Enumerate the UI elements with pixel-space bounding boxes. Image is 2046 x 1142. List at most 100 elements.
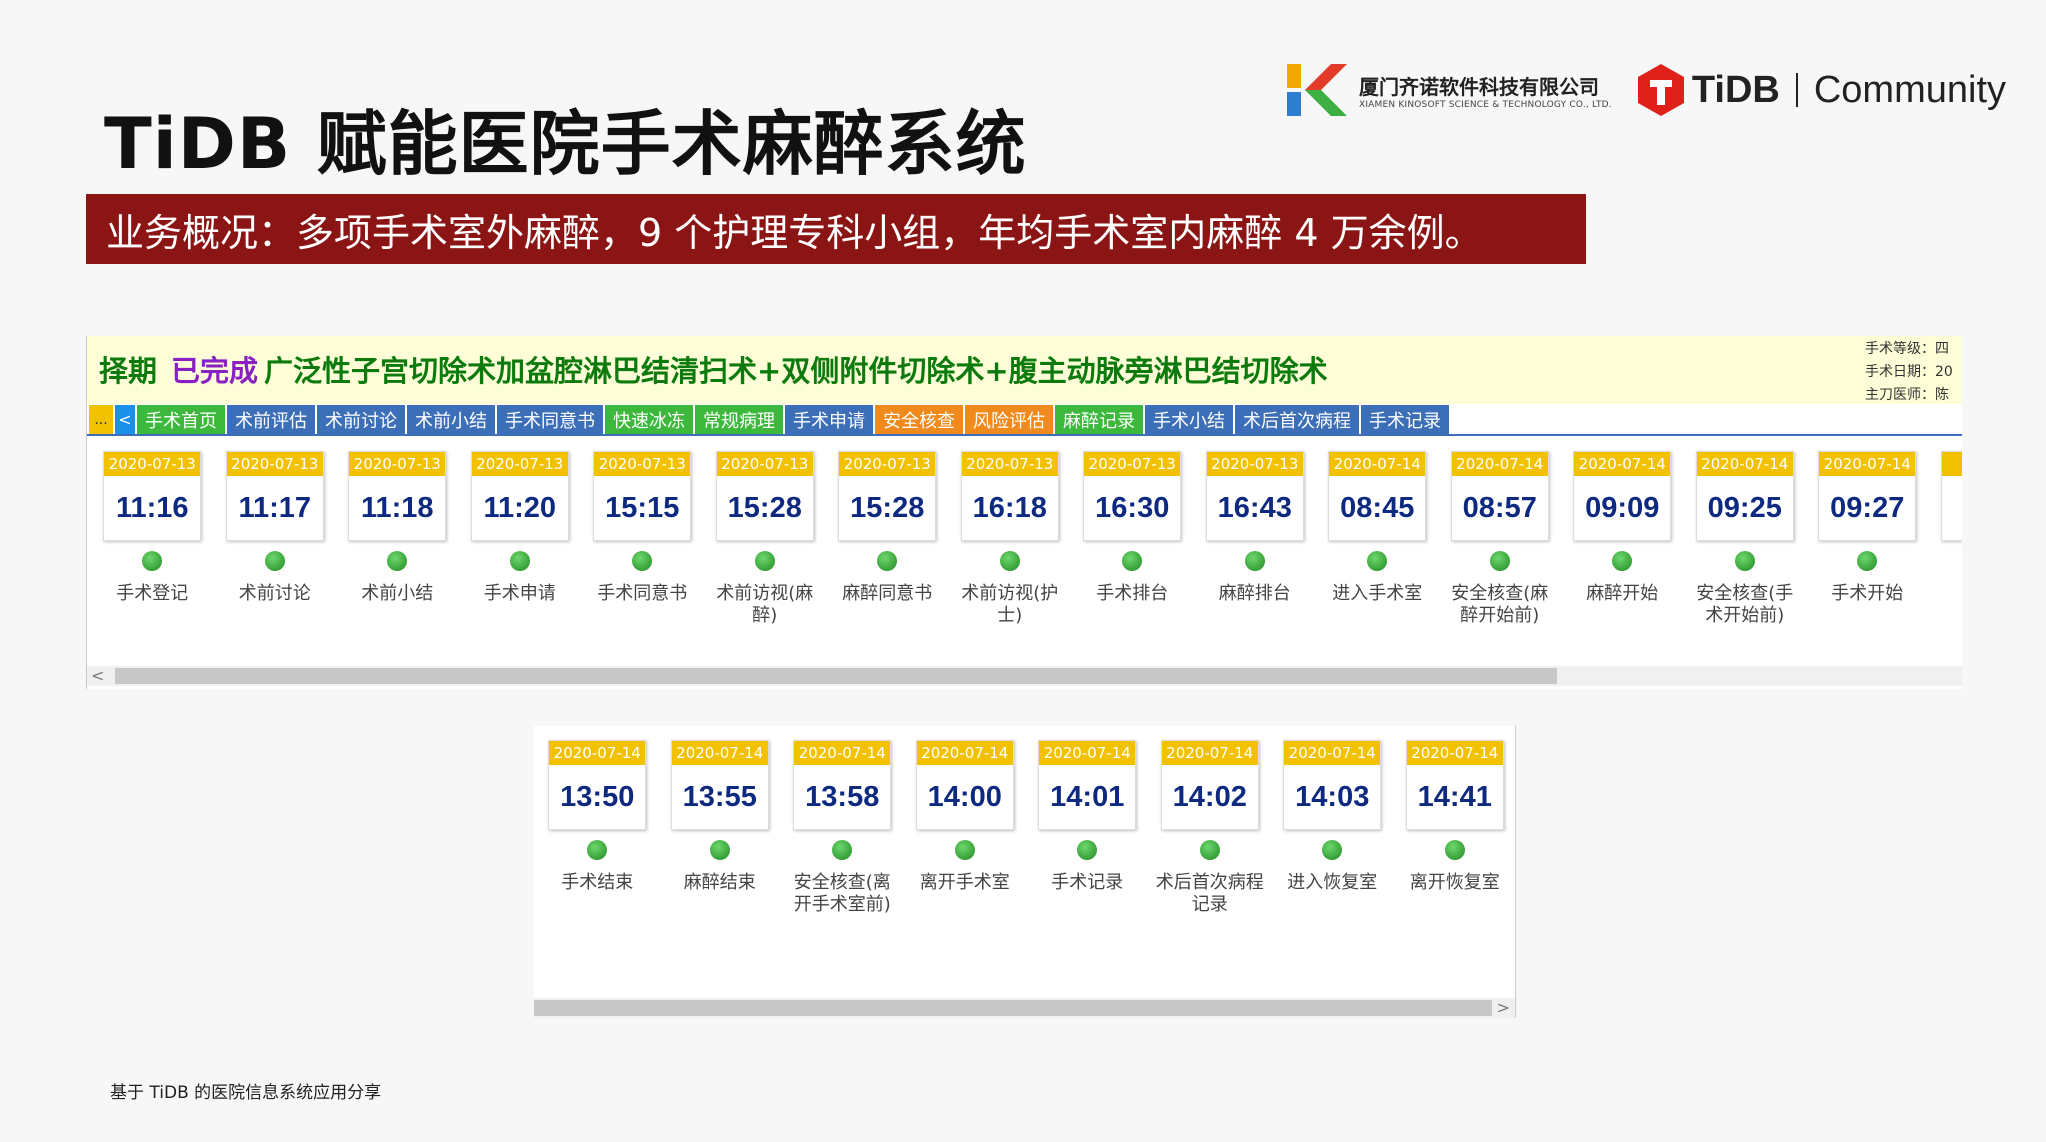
timeline-card[interactable]: 201 [1940, 451, 1962, 541]
timeline-step[interactable]: 2020-07-13 16:30 手术排台 [1071, 451, 1194, 627]
timeline-step[interactable]: 2020-07-14 13:50 手术结束 [536, 740, 659, 916]
step-date: 20 [1941, 452, 1962, 476]
timeline-step[interactable]: 2020-07-14 09:09 麻醉开始 [1561, 451, 1684, 627]
timeline-step[interactable]: 2020-07-13 15:28 术前访视(麻醉) [704, 451, 827, 627]
step-label: 麻醉同意书 [842, 583, 933, 604]
timeline-card[interactable]: 2020-07-13 16:30 [1083, 451, 1182, 541]
tab-7[interactable]: 常规病理 [695, 405, 783, 434]
timeline-step[interactable]: 2020-07-13 11:20 手术申请 [459, 451, 582, 627]
slide-title: TiDB 赋能医院手术麻醉系统 [104, 103, 1027, 185]
status-dot-icon [387, 551, 408, 571]
step-time: 08:45 [1340, 491, 1415, 524]
timeline-step[interactable]: 2020-07-14 14:03 进入恢复室 [1271, 740, 1394, 916]
timeline-step[interactable]: 2020-07-14 13:58 安全核查(离开手术室前) [781, 740, 904, 916]
timeline-step[interactable]: 2020-07-14 09:25 安全核查(手术开始前) [1684, 451, 1807, 627]
kinosoft-logo: 厦门齐诺软件科技有限公司 XIAMEN KINOSOFT SCIENCE & T… [1286, 62, 1612, 118]
timeline-step[interactable]: 2020-07-14 14:41 离开恢复室 [1394, 740, 1516, 916]
timeline-card[interactable]: 2020-07-13 15:28 [715, 451, 814, 541]
timeline-card[interactable]: 2020-07-14 09:25 [1695, 451, 1794, 541]
tab-12[interactable]: 手术小结 [1145, 405, 1233, 434]
timeline-card[interactable]: 2020-07-13 11:20 [470, 451, 569, 541]
step-label: 安全核查(手术开始前) [1696, 583, 1794, 626]
step-label: 术前讨论 [238, 583, 311, 604]
step-time: 11:16 [115, 491, 189, 524]
timeline-card[interactable]: 2020-07-13 16:43 [1205, 451, 1304, 541]
status-dot-icon [1489, 551, 1510, 571]
step-label: 进入恢复室 [1287, 872, 1378, 893]
timeline-card[interactable]: 2020-07-13 16:18 [960, 451, 1059, 541]
timeline-card[interactable]: 2020-07-14 13:58 [793, 740, 892, 830]
step-date: 2020-07-14 [1329, 452, 1426, 476]
timeline-step[interactable]: 201 手 [1929, 451, 1962, 627]
step-label: 麻醉开始 [1586, 583, 1659, 604]
timeline-card[interactable]: 2020-07-13 11:17 [225, 451, 324, 541]
tab-6[interactable]: 快速冰冻 [605, 405, 693, 434]
timeline-step[interactable]: 2020-07-13 15:28 麻醉同意书 [826, 451, 949, 627]
tab-3[interactable]: 术前讨论 [317, 405, 405, 434]
status-dot-icon [1244, 551, 1265, 571]
status-dot-icon [264, 551, 285, 571]
step-date: 2020-07-13 [349, 452, 446, 476]
step-date: 2020-07-14 [1451, 452, 1548, 476]
step-time: 13:50 [560, 780, 635, 813]
scroll-thumb-2[interactable] [534, 1000, 1492, 1016]
step-time: 1 [1942, 476, 1962, 540]
status-dot-icon [1734, 551, 1755, 571]
step-label: 离开恢复室 [1409, 872, 1500, 893]
horizontal-scrollbar-2[interactable]: > [534, 998, 1515, 1018]
timeline-card[interactable]: 2020-07-14 14:02 [1160, 740, 1259, 830]
scroll-left-icon[interactable]: < [91, 666, 105, 685]
tab-more-button[interactable]: ... [89, 405, 113, 434]
status-dot-icon [832, 840, 853, 860]
timeline-step[interactable]: 2020-07-14 14:00 离开手术室 [904, 740, 1027, 916]
scroll-right-icon[interactable]: > [1496, 998, 1510, 1017]
tab-8[interactable]: 手术申请 [785, 405, 873, 434]
timeline-step[interactable]: 2020-07-14 08:45 进入手术室 [1316, 451, 1439, 627]
tab-9[interactable]: 安全核查 [875, 405, 963, 434]
tab-4[interactable]: 术前小结 [407, 405, 495, 434]
step-time: 14:02 [1172, 780, 1247, 813]
tab-2[interactable]: 术前评估 [227, 405, 315, 434]
tab-10[interactable]: 风险评估 [965, 405, 1053, 434]
timeline-step[interactable]: 2020-07-14 14:01 手术记录 [1026, 740, 1149, 916]
tab-5[interactable]: 手术同意书 [497, 405, 603, 434]
timeline-card[interactable]: 2020-07-13 15:28 [838, 451, 937, 541]
timeline-card[interactable]: 2020-07-14 14:41 [1405, 740, 1504, 830]
timeline-card[interactable]: 2020-07-14 08:57 [1450, 451, 1549, 541]
timeline-card[interactable]: 2020-07-14 14:01 [1038, 740, 1137, 830]
timeline-card[interactable]: 2020-07-13 15:15 [593, 451, 692, 541]
timeline-card[interactable]: 2020-07-14 14:03 [1283, 740, 1382, 830]
timeline-step[interactable]: 2020-07-13 11:18 术前小结 [336, 451, 459, 627]
tab-13[interactable]: 术后首次病程 [1235, 405, 1359, 434]
tab-back-button[interactable]: < [115, 405, 135, 434]
step-time: 08:57 [1462, 491, 1537, 524]
timeline-step[interactable]: 2020-07-13 11:17 术前讨论 [214, 451, 337, 627]
tab-14[interactable]: 手术记录 [1361, 405, 1449, 434]
tidb-community-logo: TiDB Community [1636, 63, 2006, 117]
timeline-card[interactable]: 2020-07-13 11:18 [348, 451, 447, 541]
timeline-step[interactable]: 2020-07-13 16:18 术前访视(护士) [949, 451, 1072, 627]
timeline-step[interactable]: 2020-07-14 08:57 安全核查(麻醉开始前) [1439, 451, 1562, 627]
timeline-card[interactable]: 2020-07-14 09:09 [1573, 451, 1672, 541]
horizontal-scrollbar[interactable]: < [87, 666, 1962, 686]
status-dot-icon [1322, 840, 1343, 860]
timeline-card[interactable]: 2020-07-14 13:50 [548, 740, 647, 830]
timeline-step[interactable]: 2020-07-14 13:55 麻醉结束 [659, 740, 782, 916]
timeline-step[interactable]: 2020-07-13 16:43 麻醉排台 [1194, 451, 1317, 627]
tab-11[interactable]: 麻醉记录 [1055, 405, 1143, 434]
timeline-card[interactable]: 2020-07-14 09:27 [1818, 451, 1917, 541]
timeline-card[interactable]: 2020-07-14 14:00 [915, 740, 1014, 830]
scroll-thumb[interactable] [115, 668, 1557, 684]
timeline-step[interactable]: 2020-07-13 15:15 手术同意书 [581, 451, 704, 627]
timeline-card[interactable]: 2020-07-14 13:55 [670, 740, 769, 830]
step-time: 16:18 [972, 491, 1047, 524]
timeline-step[interactable]: 2020-07-14 09:27 手术开始 [1806, 451, 1929, 627]
timeline-card[interactable]: 2020-07-13 11:16 [103, 451, 202, 541]
timeline-card[interactable]: 2020-07-14 08:45 [1328, 451, 1427, 541]
timeline-step[interactable]: 2020-07-13 11:16 手术登记 [91, 451, 214, 627]
step-date: 2020-07-13 [594, 452, 691, 476]
status-dot-icon [1122, 551, 1143, 571]
tab-1[interactable]: 手术首页 [137, 405, 225, 434]
timeline-step[interactable]: 2020-07-14 14:02 术后首次病程记录 [1149, 740, 1272, 916]
step-date: 2020-07-14 [916, 741, 1013, 765]
